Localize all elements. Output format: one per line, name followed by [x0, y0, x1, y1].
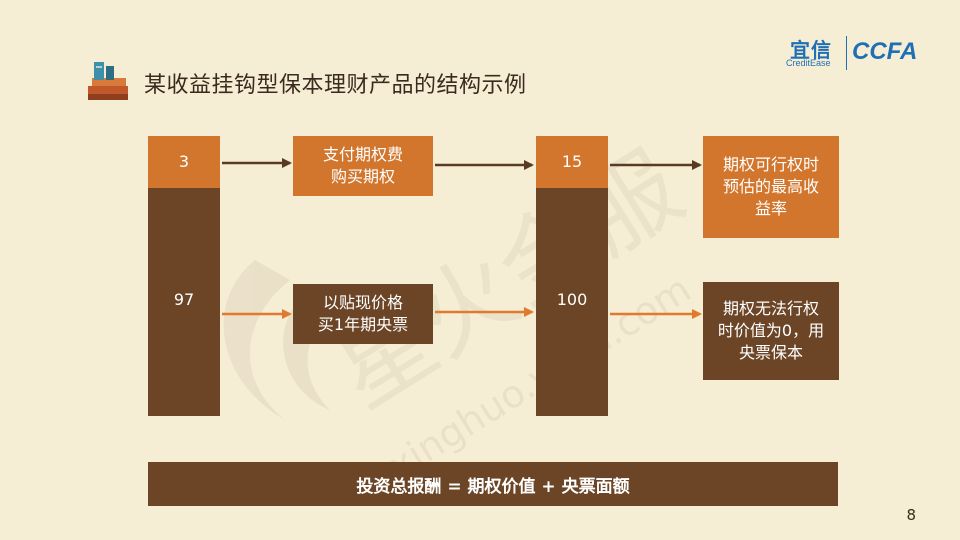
buy-bill-line2: 买1年期央票 [317, 315, 409, 334]
pay-option-fee-box: 支付期权费 购买期权 [293, 136, 433, 196]
max-return-line3: 益率 [754, 199, 787, 218]
max-return-line1: 期权可行权时 [722, 155, 819, 174]
left-bar-top-value: 3 [178, 152, 190, 171]
right-bar-top: 15 [536, 136, 608, 188]
pay-option-fee-line2: 购买期权 [330, 167, 395, 186]
page-number: 8 [906, 506, 916, 524]
principal-protection-line2: 时价值为0，用 [717, 321, 825, 340]
left-bar-bottom-value: 97 [173, 290, 195, 309]
left-bar-top: 3 [148, 136, 220, 188]
right-bar-top-value: 15 [561, 152, 583, 171]
logo-cn: 宜信 [790, 38, 832, 62]
watermark-flame-icon [223, 260, 290, 420]
principal-protection-line1: 期权无法行权 [722, 299, 819, 318]
right-bar-bottom-value: 100 [556, 290, 588, 309]
logo-divider [846, 36, 847, 70]
logo-ccfa: CCFA [852, 38, 918, 65]
left-bar-bottom: 97 [148, 188, 220, 416]
right-bar-bottom: 100 [536, 188, 608, 416]
max-return-line2: 预估的最高收 [722, 177, 819, 196]
summary-bar: 投资总报酬 = 期权价值 + 央票面额 [148, 462, 838, 506]
buy-bill-line1: 以贴现价格 [322, 293, 403, 312]
logo: 宜信 CreditEase CCFA [786, 34, 936, 74]
page-title: 某收益挂钩型保本理财产品的结构示例 [144, 73, 527, 98]
pay-option-fee-line1: 支付期权费 [322, 145, 403, 164]
buy-bill-box: 以贴现价格 买1年期央票 [293, 284, 433, 344]
principal-protection-box: 期权无法行权 时价值为0，用 央票保本 [703, 282, 839, 380]
max-return-box: 期权可行权时 预估的最高收 益率 [703, 136, 839, 238]
logo-en: CreditEase [786, 58, 831, 68]
books-icon [88, 62, 128, 100]
summary-text: 投资总报酬 = 期权价值 + 央票面额 [356, 476, 630, 497]
principal-protection-line3: 央票保本 [738, 343, 803, 362]
